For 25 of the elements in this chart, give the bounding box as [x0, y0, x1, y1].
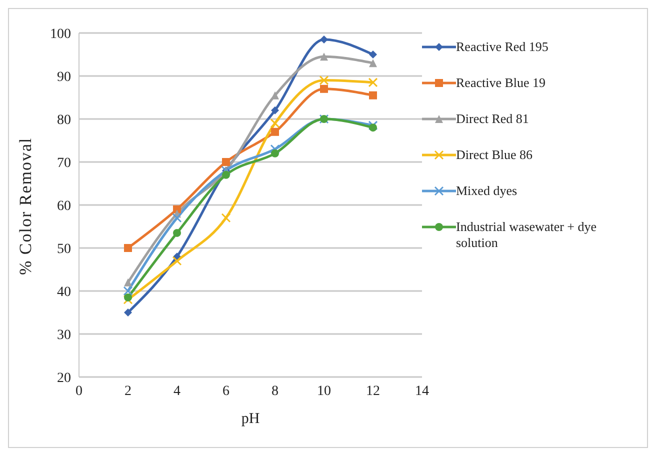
x-tick-label: 12: [366, 384, 380, 399]
x-tick-label: 4: [174, 384, 180, 399]
y-tick-label: 80: [57, 112, 71, 128]
x-tick-label: 6: [222, 384, 230, 399]
y-tick-label: 90: [57, 70, 71, 85]
y-tick-label: 30: [57, 328, 71, 343]
legend-label: Industrial wasewater + dye solution: [456, 219, 598, 251]
y-tick-label: 40: [57, 284, 71, 300]
x-tick-label: 8: [272, 384, 278, 399]
x-tick-label: 14: [415, 384, 429, 399]
legend-label: Reactive Blue 19: [456, 75, 546, 91]
y-axis-title: % Color Removal: [16, 137, 36, 275]
y-tick-label: 50: [57, 242, 71, 257]
y-tick-label: 100: [50, 26, 71, 42]
x-tick-label: 10: [317, 384, 331, 399]
legend-label: Direct Blue 86: [456, 147, 533, 163]
y-tick-label: 70: [57, 156, 71, 171]
x-tick-label: 0: [76, 384, 82, 399]
legend-label: Mixed dyes: [456, 183, 518, 199]
y-tick-label: 60: [57, 198, 71, 214]
y-tick-label: 20: [57, 370, 71, 386]
x-axis-title: pH: [241, 411, 260, 427]
legend-label: Direct Red 81: [456, 111, 529, 127]
x-tick-label: 2: [124, 384, 132, 399]
legend-label: Reactive Red 195: [456, 39, 548, 55]
